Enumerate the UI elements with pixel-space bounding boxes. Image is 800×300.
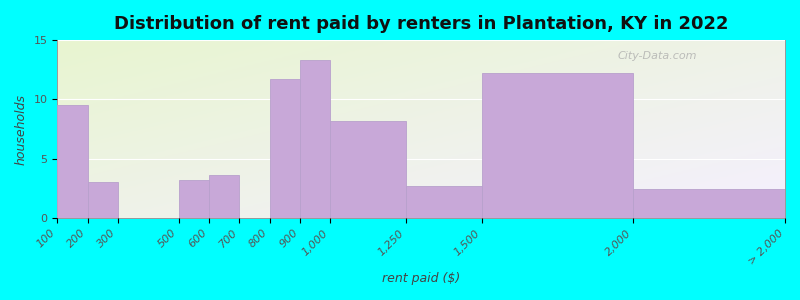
Text: City-Data.com: City-Data.com bbox=[618, 51, 697, 61]
Bar bbox=[87, 182, 118, 218]
Bar bbox=[406, 186, 482, 218]
Bar bbox=[178, 180, 209, 218]
X-axis label: rent paid ($): rent paid ($) bbox=[382, 272, 460, 285]
Title: Distribution of rent paid by renters in Plantation, KY in 2022: Distribution of rent paid by renters in … bbox=[114, 15, 728, 33]
Bar bbox=[270, 79, 300, 218]
Bar bbox=[482, 73, 634, 218]
Bar bbox=[58, 105, 87, 218]
Bar bbox=[209, 175, 239, 218]
Bar bbox=[330, 121, 406, 218]
Y-axis label: households: households bbox=[15, 94, 28, 164]
Bar bbox=[300, 60, 330, 218]
Bar bbox=[634, 190, 785, 218]
